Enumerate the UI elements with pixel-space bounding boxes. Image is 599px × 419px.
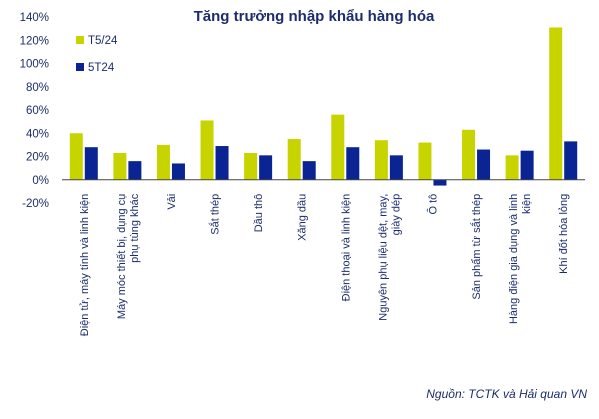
- bar-t5-24: [244, 153, 258, 180]
- bar-t5-24: [156, 144, 170, 180]
- bar-5t24: [477, 149, 491, 180]
- y-tick-label: 80%: [26, 82, 49, 94]
- bar-t5-24: [200, 120, 214, 180]
- bar-5t24: [389, 155, 403, 180]
- y-tick-label: 0%: [32, 175, 49, 187]
- bar-5t24: [302, 161, 316, 180]
- bar-t5-24: [549, 27, 563, 180]
- bar-t5-24: [113, 153, 127, 180]
- bar-5t24: [128, 161, 142, 180]
- source-note: Nguồn: TCTK và Hải quan VN: [426, 387, 587, 401]
- category-label: Hàng điện gia dụng và linhkiện: [508, 194, 533, 324]
- bar-5t24: [564, 141, 578, 180]
- chart-title: Tăng trưởng nhập khẩu hàng hóa: [194, 8, 435, 25]
- category-label: Sắt thép: [209, 194, 222, 235]
- bar-5t24: [259, 155, 273, 180]
- legend-swatch: [76, 63, 84, 71]
- category-label: Dầu thô: [253, 194, 265, 233]
- category-label: Sản phẩm từ sắt thép: [470, 194, 483, 300]
- bars: [69, 27, 578, 186]
- bar-t5-24: [505, 155, 519, 180]
- legend-label: T5/24: [88, 35, 118, 47]
- y-tick-label: -20%: [22, 198, 49, 210]
- bar-5t24: [346, 147, 360, 180]
- bar-t5-24: [287, 139, 301, 180]
- category-label: Điện tử, máy tính và linh kiện: [79, 194, 91, 336]
- legend-label: 5T24: [88, 62, 115, 74]
- legend-swatch: [76, 36, 84, 44]
- category-labels: Điện tử, máy tính và linh kiện Máy móc th…: [79, 193, 570, 336]
- bar-5t24: [215, 146, 229, 180]
- category-label: Vải: [166, 194, 178, 210]
- bar-t5-24: [418, 142, 432, 180]
- bar-5t24: [520, 150, 534, 180]
- legend: T5/24 5T24: [76, 35, 118, 74]
- y-axis-labels: 140% 120% 100% 80% 60% 40% 20% 0% -20%: [20, 12, 49, 210]
- category-label: Điện thoại và linh kiện: [340, 194, 352, 302]
- y-tick-label: 100%: [20, 59, 49, 71]
- category-label: Nguyên phụ liệu dệt, may,giày dép: [377, 194, 402, 321]
- y-tick-label: 120%: [20, 35, 49, 47]
- y-tick-label: 60%: [26, 105, 49, 117]
- bar-t5-24: [331, 114, 345, 180]
- bar-t5-24: [374, 140, 388, 180]
- bar-5t24: [171, 163, 185, 180]
- category-label: Máy móc thiết bị, dụng cụphụ tùng khác: [116, 193, 141, 319]
- y-tick-label: 40%: [26, 128, 49, 140]
- category-label: Ô tô: [426, 194, 439, 215]
- category-label: Khí đốt hóa lỏng: [558, 194, 570, 274]
- y-tick-label: 20%: [26, 152, 49, 164]
- bar-t5-24: [462, 129, 476, 180]
- bar-5t24: [433, 179, 447, 186]
- bar-t5-24: [69, 133, 83, 180]
- y-tick-label: 140%: [20, 12, 49, 24]
- category-label: Xăng dầu: [297, 194, 309, 241]
- bar-5t24: [84, 147, 98, 180]
